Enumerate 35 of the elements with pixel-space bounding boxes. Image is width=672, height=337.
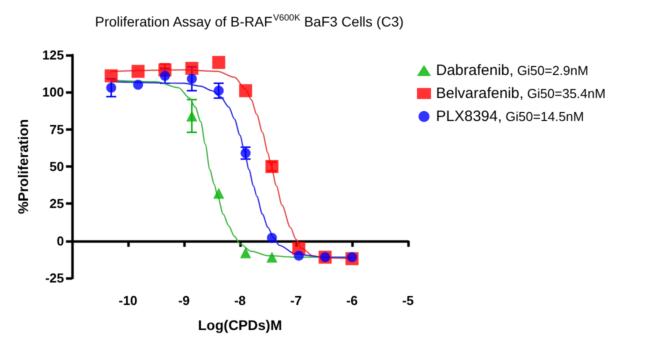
point bbox=[132, 64, 145, 78]
y-tick-label: 50 bbox=[50, 159, 64, 174]
x-tick-label: -6 bbox=[346, 293, 358, 308]
y-tick-label: 100 bbox=[42, 84, 64, 100]
x-tick-label: -9 bbox=[178, 293, 190, 308]
point bbox=[266, 252, 278, 263]
point bbox=[214, 86, 224, 96]
x-tick-label: -7 bbox=[290, 293, 302, 308]
point bbox=[160, 70, 170, 81]
point bbox=[212, 56, 226, 69]
legend-label: Dabrafenib, Gi50=2.9nM bbox=[436, 62, 588, 79]
point bbox=[266, 232, 277, 243]
point bbox=[133, 80, 144, 90]
point bbox=[185, 62, 198, 75]
legend-label: PLX8394, Gi50=14.5nM bbox=[436, 108, 584, 125]
y-tick-label: -25 bbox=[45, 270, 64, 286]
point bbox=[239, 84, 252, 98]
y-tick-label: 125 bbox=[42, 48, 64, 62]
y-axis-title: %Proliferation bbox=[15, 119, 31, 214]
point bbox=[240, 247, 252, 258]
y-tick-label: 0 bbox=[56, 233, 64, 248]
point bbox=[294, 250, 304, 261]
y-tick-label: 75 bbox=[50, 122, 64, 137]
point bbox=[213, 188, 224, 199]
point bbox=[186, 74, 197, 84]
point bbox=[104, 69, 118, 82]
x-axis-title: Log(CPDs)M bbox=[198, 317, 282, 333]
point bbox=[106, 82, 116, 93]
point bbox=[347, 252, 357, 262]
y-tick-label: 25 bbox=[50, 196, 64, 212]
legend-label: Belvarafenib, Gi50=35.4nM bbox=[436, 85, 606, 102]
x-tick-label: -10 bbox=[118, 293, 138, 308]
x-tick-label: -5 bbox=[402, 293, 414, 308]
point bbox=[186, 110, 198, 122]
x-tick-label: -8 bbox=[234, 293, 246, 308]
